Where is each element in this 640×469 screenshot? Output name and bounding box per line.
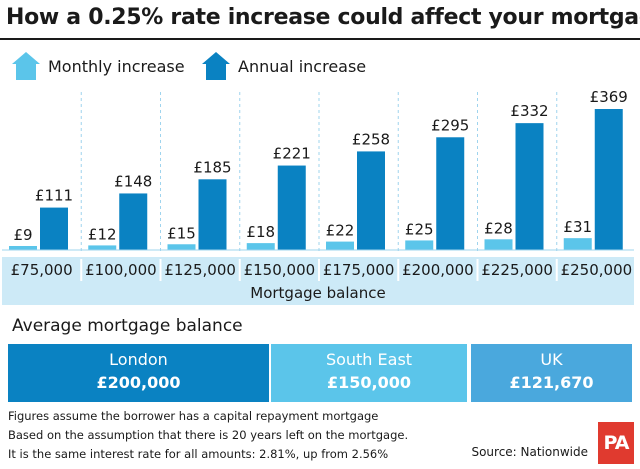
region-value: £200,000: [96, 373, 181, 392]
chart-legend: Monthly increase Annual increase: [0, 48, 640, 84]
footnote: Based on the assumption that there is 20…: [8, 428, 409, 442]
monthly-bar: [563, 238, 592, 250]
annual-bar: [436, 137, 465, 250]
annual-value-label: £258: [352, 130, 390, 148]
logo-text: PA: [603, 432, 630, 454]
monthly-bar: [484, 239, 513, 250]
pa-logo: PA: [598, 422, 634, 464]
annual-value-label: £111: [35, 187, 73, 205]
annual-value-label: £221: [273, 145, 311, 163]
x-tick-label: £250,000: [561, 261, 633, 279]
region-uk: UK £121,670: [471, 344, 632, 402]
source-credit: Source: Nationwide: [471, 445, 588, 459]
annual-value-label: £332: [510, 102, 548, 120]
legend-label-annual: Annual increase: [238, 56, 367, 76]
house-icon: [202, 52, 230, 80]
annual-bar: [198, 179, 227, 250]
monthly-value-label: £28: [484, 219, 513, 237]
bar-chart: £9 £111 £75,000 £12 £148 £100,000 £15 £185 £125,…: [2, 88, 634, 305]
annual-value-label: £185: [193, 158, 231, 176]
x-axis-label: Mortgage balance: [250, 284, 385, 302]
x-tick-label: £150,000: [244, 261, 316, 279]
monthly-value-label: £18: [246, 223, 275, 241]
monthly-bar: [9, 246, 37, 250]
monthly-bar: [405, 240, 434, 250]
title-divider: [0, 38, 640, 40]
monthly-value-label: £22: [326, 222, 355, 240]
footnote: Figures assume the borrower has a capita…: [8, 409, 379, 423]
annual-value-label: £148: [114, 172, 152, 190]
monthly-value-label: £12: [88, 225, 117, 243]
region-name: South East: [325, 350, 413, 369]
monthly-value-label: £25: [405, 220, 434, 238]
x-tick-label: £200,000: [402, 261, 474, 279]
annual-bar: [40, 207, 68, 250]
annual-bar: [515, 123, 544, 250]
monthly-value-label: £31: [563, 218, 592, 236]
average-heading: Average mortgage balance: [12, 316, 243, 336]
legend-item-monthly: Monthly increase: [10, 48, 185, 84]
annual-bar: [357, 151, 385, 250]
annual-bar: [119, 193, 148, 250]
annual-value-label: £295: [431, 116, 469, 134]
page-title: How a 0.25% rate increase could affect y…: [6, 5, 640, 30]
x-tick-label: £125,000: [164, 261, 236, 279]
region-south-east: South East £150,000: [271, 344, 467, 402]
monthly-value-label: £9: [13, 226, 32, 244]
region-value: £121,670: [509, 373, 594, 392]
x-tick-label: £175,000: [323, 261, 395, 279]
region-name: UK: [540, 350, 563, 369]
region-value: £150,000: [326, 373, 411, 392]
house-icon: [12, 52, 40, 80]
region-london: London £200,000: [8, 344, 269, 402]
annual-bar: [594, 109, 623, 250]
monthly-bar: [326, 241, 354, 250]
region-name: London: [109, 350, 168, 369]
x-tick-label: £100,000: [85, 261, 157, 279]
annual-bar: [277, 165, 306, 250]
monthly-bar: [167, 244, 196, 250]
annual-value-label: £369: [590, 88, 628, 106]
x-tick-label: £75,000: [11, 261, 73, 279]
legend-label-monthly: Monthly increase: [48, 56, 185, 76]
monthly-bar: [88, 245, 117, 250]
x-tick-label: £225,000: [481, 261, 553, 279]
monthly-bar: [246, 243, 275, 250]
monthly-value-label: £15: [167, 224, 196, 242]
footnotes: Figures assume the borrower has a capita…: [8, 407, 408, 464]
footnote: It is the same interest rate for all amo…: [8, 447, 389, 461]
legend-item-annual: Annual increase: [200, 48, 366, 84]
